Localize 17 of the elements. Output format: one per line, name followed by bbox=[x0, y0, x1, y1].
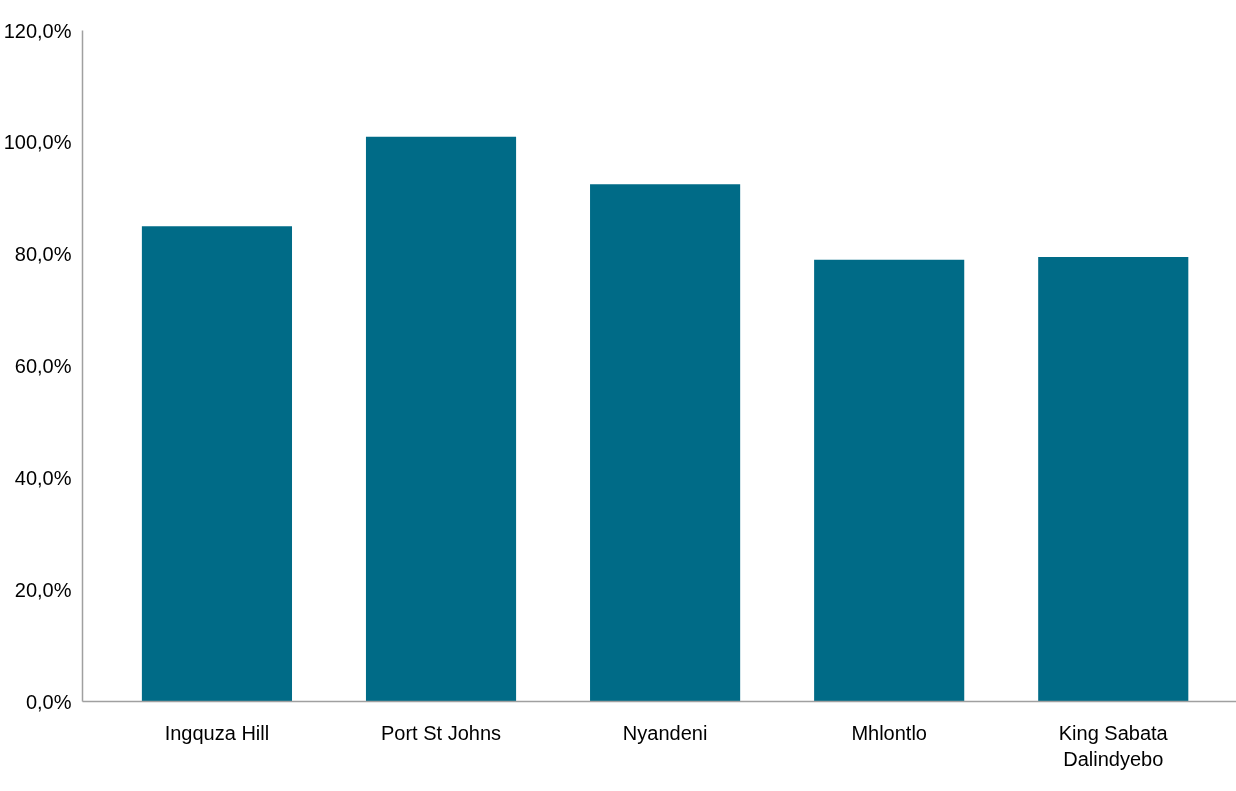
bar bbox=[814, 259, 965, 702]
y-tick-label: 20,0% bbox=[14, 578, 72, 601]
y-tick-label: 80,0% bbox=[14, 243, 72, 266]
x-tick-label: Ingquza Hill bbox=[164, 721, 270, 744]
x-tick-label: King Sabata Dalindyebo bbox=[1058, 721, 1169, 770]
x-tick-label: Nyandeni bbox=[622, 721, 708, 744]
y-tick-label: 40,0% bbox=[14, 466, 72, 489]
x-tick-label: Port St Johns bbox=[380, 721, 502, 744]
y-tick-label: 60,0% bbox=[14, 355, 72, 377]
y-tick-label: 100,0% bbox=[3, 131, 72, 154]
y-tick-label: 0,0% bbox=[25, 690, 72, 713]
bar bbox=[590, 184, 741, 702]
bar bbox=[365, 136, 517, 702]
bar bbox=[1038, 256, 1189, 702]
x-tick-label: Mhlontlo bbox=[851, 721, 927, 744]
bar bbox=[141, 226, 293, 702]
y-tick-label: 120,0% bbox=[3, 19, 72, 42]
